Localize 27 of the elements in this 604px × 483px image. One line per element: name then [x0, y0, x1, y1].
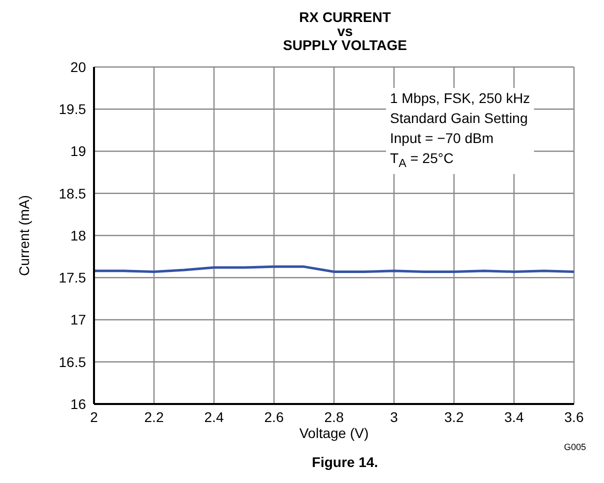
annotation: 1 Mbps, FSK, 250 kHz [390, 89, 530, 108]
caption: Figure 14. [310, 454, 380, 470]
y-tick-label: 17.5 [58, 270, 86, 286]
x-tick-label: 2.6 [264, 408, 284, 425]
annotation: T$_{A}$ = 25°C [390, 149, 455, 172]
y-tick-label: 17 [70, 312, 86, 328]
x-tick-label: 2 [90, 408, 98, 425]
x-axis-title: Voltage (V) [299, 424, 369, 441]
x-tick-label: 3.4 [504, 408, 524, 425]
chart-title: RX CURRENT vs SUPPLY VOLTAGE [282, 9, 408, 53]
y-axis-title: Current (mA) [16, 195, 32, 276]
y-tick-label: 16 [70, 396, 86, 412]
annotation: Standard Gain Setting [390, 109, 529, 128]
x-tick-label: 2.8 [324, 408, 344, 425]
x-tick-label: 3 [390, 408, 398, 425]
y-tick-label: 18.5 [58, 185, 86, 202]
annotation: Input = −70 dBm [390, 129, 495, 148]
x-tick-label: 3.6 [564, 408, 584, 425]
x-tick-label: 2.2 [144, 408, 164, 425]
y-tick-label: 16.5 [58, 354, 86, 370]
x-tick-label: 2.4 [204, 408, 224, 425]
x-tick-label: 3.2 [444, 408, 464, 425]
y-tick-label: 19.5 [58, 101, 86, 118]
y-tick-label: 19 [70, 143, 86, 160]
y-tick-label: 20 [70, 58, 86, 75]
y-tick-label: 18 [70, 227, 86, 244]
text: G005 [564, 442, 586, 452]
